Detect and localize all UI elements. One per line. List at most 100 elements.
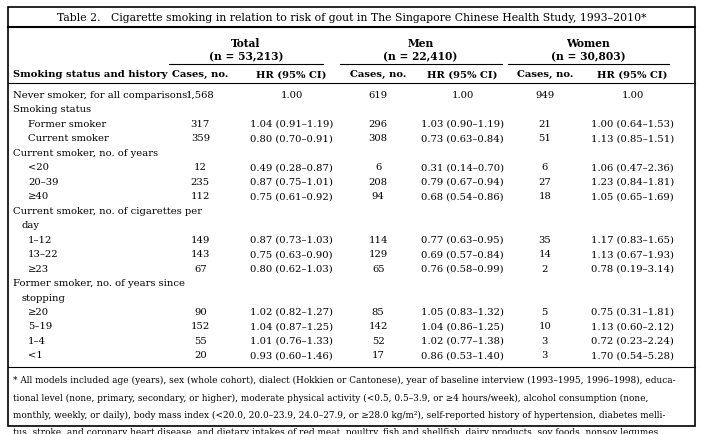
Text: 142: 142 xyxy=(368,322,388,331)
Text: 1.05 (0.65–1.69): 1.05 (0.65–1.69) xyxy=(591,192,674,201)
Text: 1.00: 1.00 xyxy=(621,90,644,99)
Text: 1–12: 1–12 xyxy=(28,235,53,244)
Text: 0.86 (0.53–1.40): 0.86 (0.53–1.40) xyxy=(421,351,504,360)
Text: Former smoker, no. of years since: Former smoker, no. of years since xyxy=(13,278,185,287)
Text: 1.04 (0.91–1.19): 1.04 (0.91–1.19) xyxy=(250,119,333,128)
Text: 1.00 (0.64–1.53): 1.00 (0.64–1.53) xyxy=(591,119,674,128)
Text: 21: 21 xyxy=(538,119,551,128)
Text: 1.04 (0.87–1.25): 1.04 (0.87–1.25) xyxy=(250,322,333,331)
Text: 1.00: 1.00 xyxy=(451,90,474,99)
Text: 0.77 (0.63–0.95): 0.77 (0.63–0.95) xyxy=(421,235,504,244)
Text: 27: 27 xyxy=(538,177,551,186)
Text: 0.68 (0.54–0.86): 0.68 (0.54–0.86) xyxy=(421,192,504,201)
Text: 112: 112 xyxy=(191,192,210,201)
Text: Current smoker: Current smoker xyxy=(28,134,109,143)
Text: 0.76 (0.58–0.99): 0.76 (0.58–0.99) xyxy=(421,264,504,273)
Text: 65: 65 xyxy=(372,264,385,273)
Text: ≥20: ≥20 xyxy=(28,307,49,316)
Text: 67: 67 xyxy=(194,264,207,273)
Text: Never smoker, for all comparisons: Never smoker, for all comparisons xyxy=(13,90,187,99)
Text: 1.00: 1.00 xyxy=(280,90,303,99)
Text: (n = 53,213): (n = 53,213) xyxy=(209,51,283,62)
Text: 0.31 (0.14–0.70): 0.31 (0.14–0.70) xyxy=(421,163,504,172)
Text: Table 2.   Cigarette smoking in relation to risk of gout in The Singapore Chines: Table 2. Cigarette smoking in relation t… xyxy=(57,13,646,23)
Text: 0.87 (0.73–1.03): 0.87 (0.73–1.03) xyxy=(250,235,333,244)
Text: 619: 619 xyxy=(368,90,388,99)
Text: day: day xyxy=(21,220,39,230)
Text: 1.13 (0.67–1.93): 1.13 (0.67–1.93) xyxy=(591,250,674,258)
Text: 3: 3 xyxy=(541,351,548,360)
Text: 308: 308 xyxy=(368,134,388,143)
Text: 35: 35 xyxy=(538,235,551,244)
Text: Former smoker: Former smoker xyxy=(28,119,106,128)
Text: 0.72 (0.23–2.24): 0.72 (0.23–2.24) xyxy=(591,336,674,345)
Text: 317: 317 xyxy=(191,119,210,128)
Text: 152: 152 xyxy=(191,322,210,331)
Text: 1.03 (0.90–1.19): 1.03 (0.90–1.19) xyxy=(421,119,504,128)
Text: 0.87 (0.75–1.01): 0.87 (0.75–1.01) xyxy=(250,177,333,186)
Text: 129: 129 xyxy=(368,250,388,258)
Text: 0.49 (0.28–0.87): 0.49 (0.28–0.87) xyxy=(250,163,333,172)
Text: 1,568: 1,568 xyxy=(186,90,214,99)
Text: 5: 5 xyxy=(541,307,548,316)
Text: 1.06 (0.47–2.36): 1.06 (0.47–2.36) xyxy=(591,163,674,172)
Text: ≥40: ≥40 xyxy=(28,192,49,201)
Text: 18: 18 xyxy=(538,192,551,201)
Text: 1.04 (0.86–1.25): 1.04 (0.86–1.25) xyxy=(421,322,504,331)
Text: 2: 2 xyxy=(541,264,548,273)
Text: 13–22: 13–22 xyxy=(28,250,59,258)
Text: 0.78 (0.19–3.14): 0.78 (0.19–3.14) xyxy=(591,264,674,273)
Text: 10: 10 xyxy=(538,322,551,331)
Text: Women: Women xyxy=(567,38,610,49)
Text: Cases, no.: Cases, no. xyxy=(172,70,228,79)
Text: HR (95% CI): HR (95% CI) xyxy=(257,70,327,79)
Text: 0.93 (0.60–1.46): 0.93 (0.60–1.46) xyxy=(250,351,333,360)
Text: 85: 85 xyxy=(372,307,385,316)
Text: 0.69 (0.57–0.84): 0.69 (0.57–0.84) xyxy=(421,250,504,258)
Text: 6: 6 xyxy=(375,163,381,172)
Text: 20–39: 20–39 xyxy=(28,177,58,186)
Text: 143: 143 xyxy=(191,250,210,258)
Text: <1: <1 xyxy=(28,351,43,360)
Text: 90: 90 xyxy=(194,307,207,316)
Text: * All models included age (years), sex (whole cohort), dialect (Hokkien or Canto: * All models included age (years), sex (… xyxy=(13,375,676,385)
Text: 94: 94 xyxy=(372,192,385,201)
Text: 1.17 (0.83–1.65): 1.17 (0.83–1.65) xyxy=(591,235,674,244)
Text: 0.79 (0.67–0.94): 0.79 (0.67–0.94) xyxy=(421,177,504,186)
Text: 52: 52 xyxy=(372,336,385,345)
Text: Men: Men xyxy=(407,38,434,49)
Text: 0.75 (0.31–1.81): 0.75 (0.31–1.81) xyxy=(591,307,674,316)
Text: 208: 208 xyxy=(368,177,388,186)
Text: 949: 949 xyxy=(535,90,555,99)
Text: 12: 12 xyxy=(194,163,207,172)
Text: 0.80 (0.70–0.91): 0.80 (0.70–0.91) xyxy=(250,134,333,143)
Text: 6: 6 xyxy=(542,163,548,172)
Text: 14: 14 xyxy=(538,250,551,258)
Text: 5–19: 5–19 xyxy=(28,322,52,331)
Text: 51: 51 xyxy=(538,134,551,143)
Text: 1.70 (0.54–5.28): 1.70 (0.54–5.28) xyxy=(591,351,674,360)
Text: 1.02 (0.77–1.38): 1.02 (0.77–1.38) xyxy=(421,336,504,345)
Text: 55: 55 xyxy=(194,336,207,345)
Text: 359: 359 xyxy=(191,134,210,143)
Text: 1.02 (0.82–1.27): 1.02 (0.82–1.27) xyxy=(250,307,333,316)
Text: 296: 296 xyxy=(368,119,388,128)
Text: 0.80 (0.62–1.03): 0.80 (0.62–1.03) xyxy=(250,264,333,273)
Text: 114: 114 xyxy=(368,235,388,244)
Text: <20: <20 xyxy=(28,163,49,172)
Text: 1.13 (0.85–1.51): 1.13 (0.85–1.51) xyxy=(591,134,674,143)
Text: 0.75 (0.61–0.92): 0.75 (0.61–0.92) xyxy=(250,192,333,201)
Text: 1.13 (0.60–2.12): 1.13 (0.60–2.12) xyxy=(591,322,674,331)
Text: 1.23 (0.84–1.81): 1.23 (0.84–1.81) xyxy=(591,177,674,186)
Text: Current smoker, no. of cigarettes per: Current smoker, no. of cigarettes per xyxy=(13,206,202,215)
Text: Cases, no.: Cases, no. xyxy=(517,70,573,79)
Text: HR (95% CI): HR (95% CI) xyxy=(598,70,668,79)
Text: (n = 30,803): (n = 30,803) xyxy=(551,51,626,62)
Text: Smoking status and history: Smoking status and history xyxy=(13,70,167,79)
Text: Smoking status: Smoking status xyxy=(13,105,91,114)
Text: 1–4: 1–4 xyxy=(28,336,46,345)
Text: 0.75 (0.63–0.90): 0.75 (0.63–0.90) xyxy=(250,250,333,258)
Text: monthly, weekly, or daily), body mass index (<20.0, 20.0–23.9, 24.0–27.9, or ≥28: monthly, weekly, or daily), body mass in… xyxy=(13,410,665,419)
Text: Cases, no.: Cases, no. xyxy=(350,70,406,79)
Text: 149: 149 xyxy=(191,235,210,244)
